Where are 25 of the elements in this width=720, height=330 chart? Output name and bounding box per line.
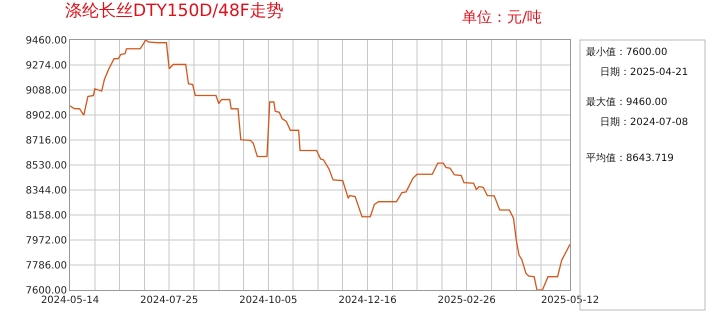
x-tick-label: 2025-02-26 (438, 295, 496, 306)
x-tick-label: 2024-05-14 (40, 295, 100, 306)
y-tick-label: 7786.00 (26, 260, 67, 272)
y-tick-label: 8716.00 (26, 136, 67, 146)
chart-subtitle: 单位：元/吨 (462, 8, 542, 26)
y-tick-label: 8158.00 (26, 210, 67, 222)
text: 平均值：8643.719 (586, 152, 674, 164)
text: 最大值：9460.00 (586, 96, 668, 108)
x-tick-label: 2024-10-05 (239, 295, 298, 306)
x-tick-label: 2024-07-25 (140, 295, 198, 306)
y-tick-label: 9088.00 (26, 86, 67, 96)
text: 日期：2025-04-21 (600, 66, 688, 78)
chart-title: 涤纶长丝DTY150D/48F走势 (65, 0, 284, 21)
x-tick-label: 2024-12-16 (338, 295, 397, 306)
x-tick-label: 2025-05-12 (540, 295, 600, 306)
y-tick-label: 9460.00 (26, 36, 67, 46)
y-tick-label: 9274.00 (26, 60, 67, 72)
y-tick-label: 8902.00 (26, 110, 67, 122)
text: 最小值：7600.00 (586, 46, 668, 58)
y-tick-label: 7972.00 (26, 236, 67, 246)
line-series (70, 40, 570, 290)
y-tick-label: 8530.00 (26, 160, 67, 172)
text: 日期：2024-07-08 (600, 116, 688, 128)
y-tick-label: 7600.00 (26, 286, 67, 296)
y-tick-label: 8344.00 (26, 186, 67, 196)
